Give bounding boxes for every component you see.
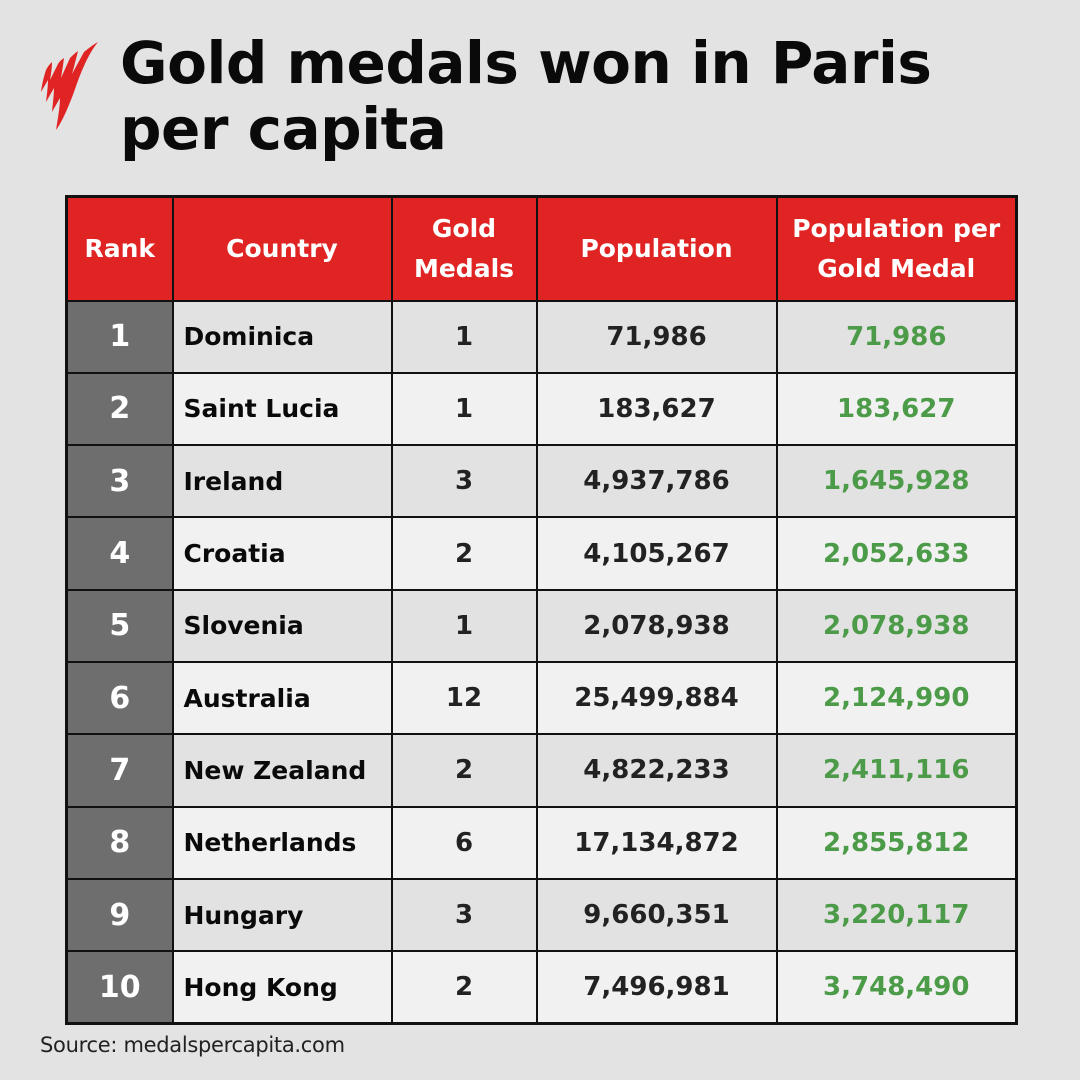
population-cell: 2,078,938 (535, 588, 778, 663)
header-population: Population (535, 195, 778, 302)
population-per-medal-cell: 183,627 (775, 371, 1018, 447)
table-row: 10 Hong Kong 2 7,496,981 3,748,490 (65, 950, 1018, 1025)
header-rank: Rank (65, 195, 174, 302)
gold-medals-cell: 1 (390, 299, 538, 374)
header-per-medal-line2: Gold Medal (817, 253, 976, 283)
header-per-medal-line1: Population per (792, 213, 1001, 243)
population-per-medal-cell: 2,855,812 (775, 805, 1018, 880)
country-cell: Dominica (171, 299, 393, 374)
population-per-medal-cell: 3,748,490 (775, 950, 1018, 1025)
title-line-2: per capita (120, 95, 447, 163)
table-row: 3 Ireland 3 4,937,786 1,645,928 (65, 444, 1018, 519)
population-per-medal-cell: 2,411,116 (775, 733, 1018, 808)
table-row: 4 Croatia 2 4,105,267 2,052,633 (65, 516, 1018, 591)
country-cell: Hungary (171, 877, 393, 953)
population-cell: 183,627 (535, 371, 778, 447)
population-cell: 9,660,351 (535, 877, 778, 953)
table-row: 5 Slovenia 1 2,078,938 2,078,938 (65, 588, 1018, 663)
header-gold-medals-line2: Medals (413, 253, 515, 283)
header-population-per-gold-medal: Population per Gold Medal (775, 195, 1018, 302)
gold-medals-cell: 2 (390, 516, 538, 591)
table-row: 9 Hungary 3 9,660,351 3,220,117 (65, 877, 1018, 953)
gold-medals-cell: 6 (390, 805, 538, 880)
country-cell: Hong Kong (171, 950, 393, 1025)
table-row: 7 New Zealand 2 4,822,233 2,411,116 (65, 733, 1018, 808)
rank-cell: 10 (65, 950, 174, 1025)
population-cell: 17,134,872 (535, 805, 778, 880)
country-cell: Slovenia (171, 588, 393, 663)
source-caption: Source: medalspercapita.com (40, 1033, 345, 1057)
gold-medals-cell: 3 (390, 877, 538, 953)
population-per-medal-cell: 2,052,633 (775, 516, 1018, 591)
header-country: Country (171, 195, 393, 302)
gold-medals-cell: 2 (390, 733, 538, 808)
country-cell: Saint Lucia (171, 371, 393, 447)
rank-cell: 9 (65, 877, 174, 953)
medals-per-capita-table: Rank Country Gold Medals Population Popu… (65, 195, 1018, 1025)
gold-medals-cell: 3 (390, 444, 538, 519)
rank-cell: 5 (65, 588, 174, 663)
country-cell: New Zealand (171, 733, 393, 808)
country-cell: Australia (171, 660, 393, 736)
population-cell: 71,986 (535, 299, 778, 374)
country-cell: Ireland (171, 444, 393, 519)
gold-medals-cell: 1 (390, 588, 538, 663)
population-cell: 25,499,884 (535, 660, 778, 736)
rank-cell: 8 (65, 805, 174, 880)
rank-cell: 7 (65, 733, 174, 808)
gold-medals-cell: 12 (390, 660, 538, 736)
header-gold-medals: Gold Medals (390, 195, 538, 302)
table-row: 2 Saint Lucia 1 183,627 183,627 (65, 371, 1018, 447)
rank-cell: 2 (65, 371, 174, 447)
population-per-medal-cell: 71,986 (775, 299, 1018, 374)
table-row: 6 Australia 12 25,499,884 2,124,990 (65, 660, 1018, 736)
page-title: Gold medals won in Paris per capita (120, 30, 1020, 162)
population-cell: 4,822,233 (535, 733, 778, 808)
rank-cell: 3 (65, 444, 174, 519)
country-cell: Croatia (171, 516, 393, 591)
rank-cell: 6 (65, 660, 174, 736)
rank-cell: 1 (65, 299, 174, 374)
population-cell: 4,105,267 (535, 516, 778, 591)
population-per-medal-cell: 1,645,928 (775, 444, 1018, 519)
gold-medals-cell: 2 (390, 950, 538, 1025)
population-cell: 4,937,786 (535, 444, 778, 519)
header-gold-medals-line1: Gold (431, 213, 497, 243)
population-per-medal-cell: 2,124,990 (775, 660, 1018, 736)
table-row: 1 Dominica 1 71,986 71,986 (65, 299, 1018, 374)
rank-cell: 4 (65, 516, 174, 591)
population-cell: 7,496,981 (535, 950, 778, 1025)
table-row: 8 Netherlands 6 17,134,872 2,855,812 (65, 805, 1018, 880)
sbs-logo-icon (36, 40, 100, 132)
population-per-medal-cell: 2,078,938 (775, 588, 1018, 663)
gold-medals-cell: 1 (390, 371, 538, 447)
table-header-row: Rank Country Gold Medals Population Popu… (65, 195, 1018, 302)
country-cell: Netherlands (171, 805, 393, 880)
title-line-1: Gold medals won in Paris (120, 29, 932, 97)
population-per-medal-cell: 3,220,117 (775, 877, 1018, 953)
